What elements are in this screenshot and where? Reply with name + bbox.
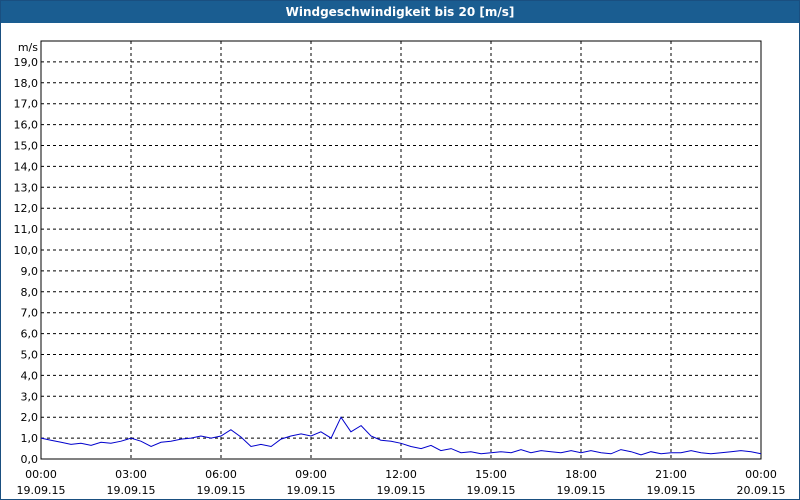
y-tick-label: 3,0 [21,390,39,403]
x-tick-date-label: 19.09.15 [287,484,336,497]
x-tick-time-label: 03:00 [115,468,147,481]
y-tick-label: 6,0 [21,328,39,341]
y-tick-label: 0,0 [21,453,39,466]
x-tick-date-label: 19.09.15 [197,484,246,497]
x-tick-date-label: 19.09.15 [647,484,696,497]
y-tick-label: 12,0 [14,202,39,215]
x-tick-time-label: 21:00 [655,468,687,481]
y-tick-label: 1,0 [21,432,39,445]
y-tick-label: 17,0 [14,98,39,111]
y-tick-label: 16,0 [14,119,39,132]
y-tick-label: 15,0 [14,140,39,153]
x-tick-time-label: 00:00 [745,468,777,481]
x-tick-time-label: 12:00 [385,468,417,481]
y-tick-label: 2,0 [21,411,39,424]
y-tick-label: 7,0 [21,307,39,320]
y-tick-label: 9,0 [21,265,39,278]
y-tick-label: 18,0 [14,77,39,90]
plot-frame [40,40,762,460]
y-tick-label: 8,0 [21,286,39,299]
x-tick-time-label: 09:00 [295,468,327,481]
y-tick-label: 5,0 [21,349,39,362]
y-tick-label: 10,0 [14,244,39,257]
series-line-wind-speed [40,416,762,456]
y-tick-label: 14,0 [14,160,39,173]
x-tick-date-label: 20.09.15 [737,484,786,497]
x-tick-date-label: 19.09.15 [17,484,66,497]
x-axis-ticks: 00:00 19.09.15 03:00 19.09.15 06:00 19.09.15 0… [17,468,786,497]
x-tick-time-label: 15:00 [475,468,507,481]
x-tick-time-label: 18:00 [565,468,597,481]
y-axis-ticks: 0,0 1,0 2,0 3,0 4,0 5,0 6,0 7,0 8,0 9,0 10,0 11,0 12… [14,56,39,466]
y-axis-label: m/s [18,41,38,54]
chart-title: Windgeschwindigkeit bis 20 [m/s] [1,1,799,23]
x-tick-date-label: 19.09.15 [557,484,606,497]
y-tick-label: 19,0 [14,56,39,69]
y-tick-label: 4,0 [21,369,39,382]
x-tick-time-label: 06:00 [205,468,237,481]
grid-lines [41,41,761,459]
y-tick-label: 13,0 [14,181,39,194]
x-tick-time-label: 00:00 [25,468,57,481]
x-tick-date-label: 19.09.15 [467,484,516,497]
y-tick-label: 11,0 [14,223,39,236]
x-tick-date-label: 19.09.15 [107,484,156,497]
x-tick-date-label: 19.09.15 [377,484,426,497]
